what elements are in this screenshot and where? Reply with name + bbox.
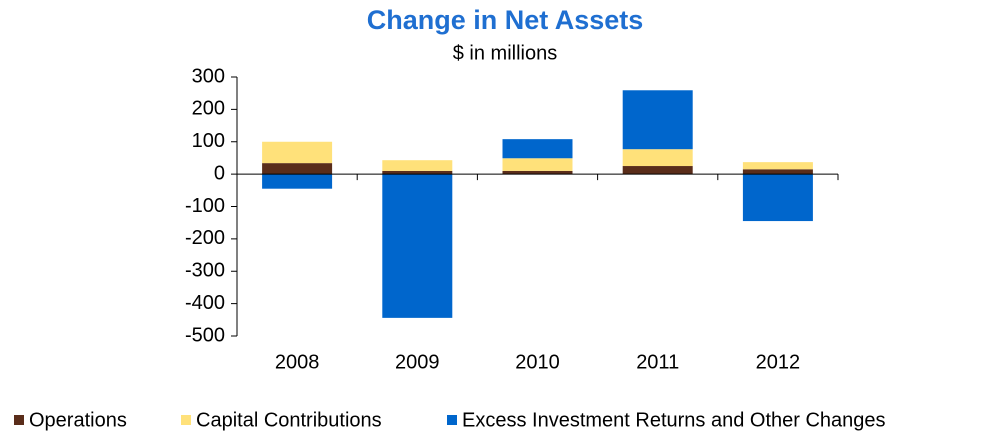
bar [622, 166, 693, 175]
legend-swatch [181, 415, 191, 425]
y-tick-label: -400 [185, 292, 225, 314]
bar [382, 170, 453, 175]
x-tick-label: 2012 [756, 351, 801, 373]
bar [382, 174, 453, 318]
bar [742, 162, 813, 170]
bar [622, 90, 693, 150]
legend-label: Operations [29, 409, 127, 431]
y-tick-label: -500 [185, 324, 225, 346]
bar [742, 174, 813, 222]
y-tick-label: -100 [185, 195, 225, 217]
bar [622, 149, 693, 167]
legend-label: Capital Contributions [196, 409, 382, 431]
y-tick-label: -200 [185, 227, 225, 249]
y-tick-label: 200 [192, 98, 225, 120]
legend-swatch [447, 415, 457, 425]
legend-label: Excess Investment Returns and Other Chan… [462, 409, 886, 431]
legend-swatch [14, 415, 24, 425]
bar [382, 160, 453, 171]
bar [262, 141, 333, 164]
x-tick-label: 2009 [395, 351, 440, 373]
y-tick-label: 300 [192, 65, 225, 87]
bar [262, 174, 333, 189]
bar [502, 170, 573, 175]
chart-title: Change in Net Assets [367, 5, 644, 35]
y-tick-label: -300 [185, 260, 225, 282]
x-tick-label: 2010 [515, 351, 560, 373]
y-tick-label: 100 [192, 130, 225, 152]
bar [502, 139, 573, 159]
x-tick-label: 2008 [275, 351, 320, 373]
bar [262, 163, 333, 175]
x-tick-label: 2011 [636, 351, 679, 373]
bar [502, 158, 573, 171]
bar [742, 169, 813, 175]
y-tick-label: 0 [214, 162, 225, 184]
chart-subtitle: $ in millions [453, 42, 557, 64]
